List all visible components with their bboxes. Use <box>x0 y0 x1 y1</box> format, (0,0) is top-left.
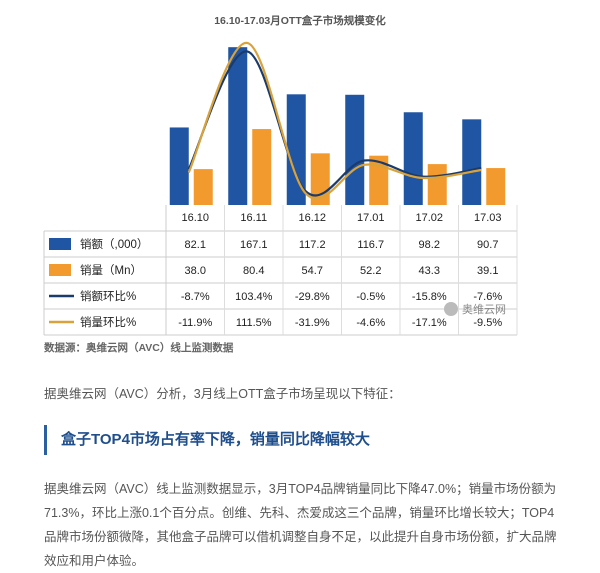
body-paragraph: 据奥维云网（AVC）线上监测数据显示，3月TOP4品牌销量同比下降47.0%；销… <box>44 482 557 568</box>
data-label-3-0: -11.9% <box>178 317 212 329</box>
data-label-1-1: 80.4 <box>243 265 264 277</box>
data-label-3-2: -31.9% <box>295 317 330 329</box>
chart-title: 16.10-17.03月OTT盒子市场规模变化 <box>214 14 386 27</box>
legend-label-3: 销量环比% <box>80 315 136 329</box>
legend-label-0: 销额（,000） <box>80 237 148 251</box>
legend-swatch-0 <box>49 238 71 250</box>
data-label-0-4: 98.2 <box>419 239 440 251</box>
bar-sales-amount-0 <box>169 127 189 205</box>
bar-sales-volume-5 <box>486 168 506 205</box>
bar-sales-volume-0 <box>193 169 213 205</box>
data-label-1-2: 54.7 <box>302 265 323 277</box>
tick-label-5: 17.03 <box>474 212 502 224</box>
data-label-0-5: 90.7 <box>477 239 498 251</box>
bar-sales-amount-5 <box>462 119 482 205</box>
data-label-2-3: -0.5% <box>356 291 385 303</box>
data-source: 数据源：奥维云网（AVC）线上监测数据 <box>44 342 234 354</box>
data-label-1-3: 52.2 <box>360 265 381 277</box>
tick-label-4: 17.02 <box>415 212 443 224</box>
data-label-0-0: 82.1 <box>185 239 206 251</box>
watermark-logo-icon <box>444 302 458 316</box>
data-table: 16.10 16.11 16.12 17.01 17.02 17.03 销额（,000） 82… <box>43 205 518 336</box>
data-label-2-0: -8.7% <box>181 291 210 303</box>
data-label-2-4: -15.8% <box>412 291 447 303</box>
data-label-2-2: -29.8% <box>295 291 330 303</box>
data-label-2-1: 103.4% <box>235 291 273 303</box>
watermark-text: 奥维云网 <box>462 304 506 316</box>
bar-sales-amount-1 <box>228 47 248 205</box>
bar-sales-amount-3 <box>345 94 365 205</box>
data-label-1-4: 43.3 <box>419 265 440 277</box>
legend-swatch-1 <box>49 264 71 276</box>
section-heading: 盒子TOP4市场占有率下降，销量同比降幅较大 <box>44 425 554 455</box>
data-label-0-3: 116.7 <box>357 239 384 251</box>
intro-text: 据奥维云网（AVC）分析，3月线上OTT盒子市场呈现以下特征： <box>44 387 401 401</box>
tick-label-3: 17.01 <box>357 212 385 224</box>
bar-sales-amount-2 <box>286 94 306 205</box>
data-label-1-5: 39.1 <box>477 265 498 277</box>
data-label-2-5: -7.6% <box>473 291 502 303</box>
bar-sales-amount-4 <box>403 112 423 205</box>
line-amount-mom <box>187 50 482 197</box>
legend-label-1: 销量（Mn） <box>80 263 142 277</box>
tick-label-0: 16.10 <box>181 212 209 224</box>
chart: 16.10-17.03月OTT盒子市场规模变化 16.10 16.11 16.12 1… <box>43 14 518 336</box>
data-label-1-0: 38.0 <box>185 265 206 277</box>
bar-sales-volume-1 <box>252 129 272 205</box>
watermark: 奥维云网 <box>444 301 506 317</box>
data-label-0-2: 117.2 <box>299 239 326 251</box>
data-label-3-5: -9.5% <box>473 317 502 329</box>
data-label-3-1: 111.5% <box>236 317 272 329</box>
data-label-3-4: -17.1% <box>412 317 447 329</box>
data-label-3-3: -4.6% <box>356 317 385 329</box>
bar-sales-volume-4 <box>427 164 447 205</box>
tick-label-1: 16.11 <box>240 212 267 224</box>
line-volume-mom <box>187 41 482 200</box>
bar-sales-volume-3 <box>369 155 389 205</box>
data-label-0-1: 167.1 <box>240 239 268 251</box>
legend-label-2: 销额环比% <box>80 289 136 303</box>
tick-label-2: 16.12 <box>298 212 326 224</box>
plot-area <box>169 41 506 205</box>
